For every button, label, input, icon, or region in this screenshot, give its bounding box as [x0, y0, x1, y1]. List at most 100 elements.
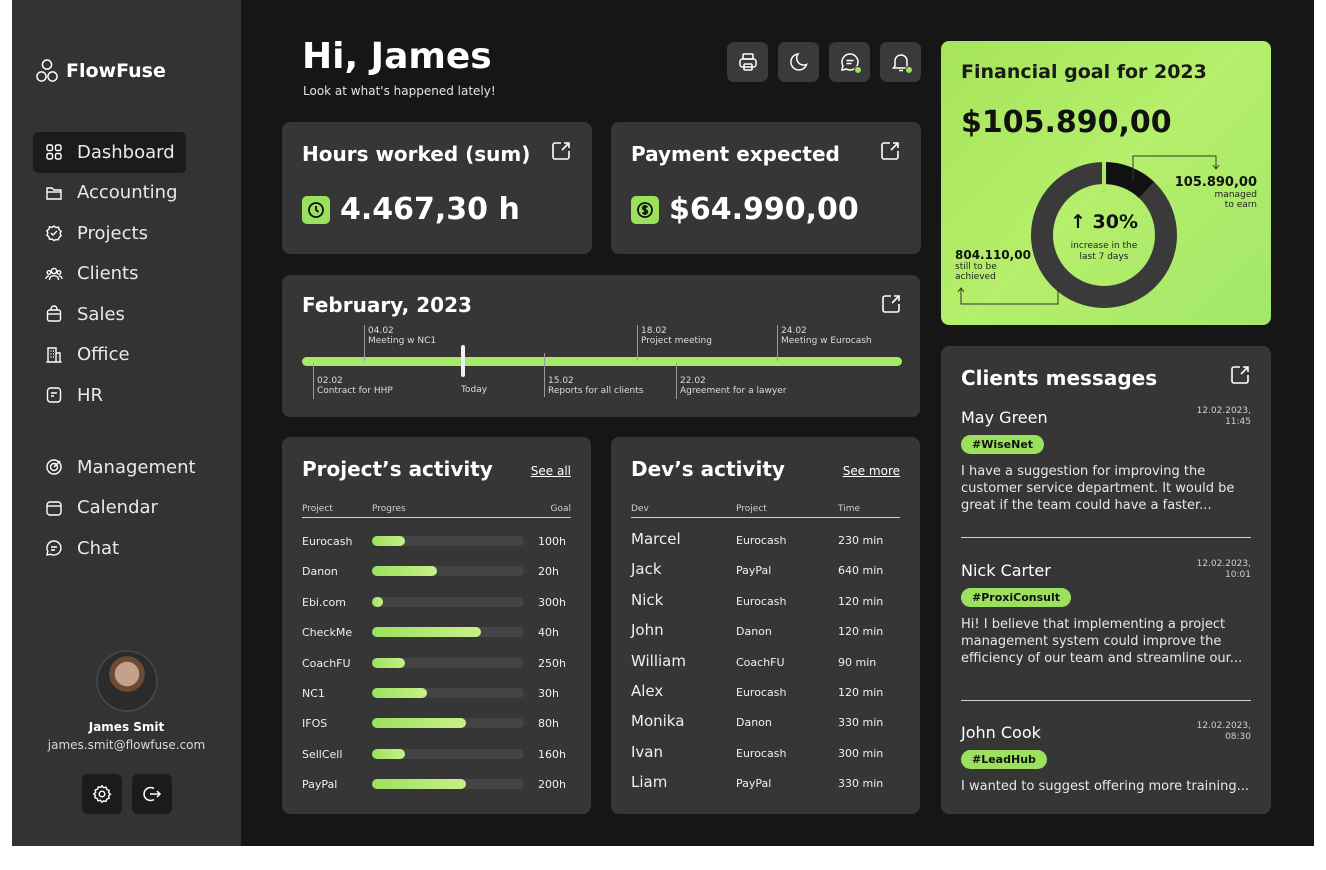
dev-project: CoachFU	[736, 655, 785, 669]
project-name: NC1	[302, 687, 325, 700]
table-header: Dev Project Time	[631, 504, 900, 518]
nav-item-chat[interactable]: Chat	[33, 528, 223, 569]
client-tag[interactable]: #ProxiConsult	[961, 588, 1071, 607]
timeline-title: February, 2023	[302, 293, 472, 317]
message-text: I have a suggestion for improving the cu…	[961, 464, 1235, 513]
external-link-icon[interactable]	[1229, 364, 1251, 386]
card-title: Dev’s activity	[631, 457, 785, 481]
nav-item-clients[interactable]: Clients	[33, 254, 223, 295]
external-link-icon[interactable]	[550, 140, 572, 162]
timeline-tick	[676, 363, 677, 399]
unread-dot	[854, 66, 862, 74]
dev-project: Eurocash	[736, 746, 787, 760]
progress-fill	[372, 688, 427, 698]
table-row[interactable]: Alex Eurocash 120 min	[631, 682, 900, 704]
progress-fill	[372, 657, 406, 668]
table-row[interactable]: Liam PayPal 330 min	[631, 773, 900, 795]
messages-button[interactable]	[829, 42, 870, 82]
card-title: Project’s activity	[302, 457, 493, 481]
nav-item-projects[interactable]: Projects	[33, 213, 223, 254]
dev-project: PayPal	[736, 777, 772, 791]
nav-label: Dashboard	[77, 141, 175, 163]
project-name: CheckMe	[302, 626, 353, 640]
nav-item-office[interactable]: Office	[33, 335, 223, 376]
nav-item-accounting[interactable]: Accounting	[33, 173, 223, 214]
dev-project: Danon	[736, 625, 772, 639]
table-row[interactable]: Nick Eurocash 120 min	[631, 591, 900, 613]
dev-name: John	[631, 621, 664, 640]
see-all-link[interactable]: See all	[530, 464, 571, 478]
nav-item-sales[interactable]: Sales	[33, 294, 223, 335]
table-row[interactable]: Marcel Eurocash 230 min	[631, 530, 900, 552]
project-name: Eurocash	[302, 535, 353, 548]
nav-item-hr[interactable]: HR	[33, 375, 223, 416]
goal-percent: ↑ 30%	[1069, 211, 1138, 233]
print-button[interactable]	[727, 42, 768, 82]
project-goal: 250h	[538, 656, 566, 670]
table-row[interactable]: Eurocash 100h	[302, 531, 571, 551]
progress-fill	[372, 779, 467, 790]
table-row[interactable]: SellCell 160h	[302, 744, 571, 764]
dev-project: Eurocash	[736, 686, 787, 699]
external-link-icon[interactable]	[879, 140, 901, 162]
timeline-tick	[364, 325, 365, 361]
project-goal: 100h	[538, 535, 566, 548]
timeline-event[interactable]: 22.02 Agreement for a lawyer	[680, 376, 787, 396]
project-name: IFOS	[302, 717, 328, 731]
message-text: Hi! I believe that implementing a projec…	[961, 617, 1243, 666]
divider	[961, 700, 1251, 701]
table-row[interactable]: IFOS 80h	[302, 713, 571, 733]
table-row[interactable]: CheckMe 40h	[302, 622, 571, 642]
progress-track	[372, 627, 524, 638]
table-row[interactable]: Ebi.com 300h	[302, 592, 571, 612]
client-tag[interactable]: #WiseNet	[961, 435, 1045, 454]
logout-button[interactable]	[131, 774, 172, 814]
project-name: Danon	[302, 565, 338, 579]
dark-mode-button[interactable]	[778, 42, 819, 82]
table-row[interactable]: Danon 20h	[302, 561, 571, 581]
table-row[interactable]: John Danon 120 min	[631, 621, 900, 643]
table-row[interactable]: Jack PayPal 640 min	[631, 560, 900, 582]
client-tag[interactable]: #LeadHub	[961, 750, 1047, 769]
payment-expected-card: Payment expected $64.990,00	[611, 122, 921, 254]
financial-goal-card: Financial goal for 2023 $105.890,00 ↑ 30…	[941, 41, 1271, 325]
today-marker[interactable]	[461, 345, 465, 377]
nav-item-management[interactable]: Management	[33, 447, 223, 488]
progress-track	[372, 718, 524, 729]
timeline-event[interactable]: 02.02 Contract for HHP	[317, 376, 393, 396]
dev-project: PayPal	[736, 564, 772, 578]
app-logo[interactable]: FlowFuse	[36, 58, 166, 84]
notifications-button[interactable]	[880, 42, 921, 82]
timeline-event[interactable]: 24.02 Meeting w Eurocash	[781, 326, 872, 346]
project-name: CoachFU	[302, 656, 351, 670]
progress-track	[372, 566, 524, 577]
message-icon	[840, 53, 859, 71]
nav-item-calendar[interactable]: Calendar	[33, 488, 223, 529]
timeline-event[interactable]: 04.02 Meeting w NC1	[368, 326, 437, 346]
timeline-event[interactable]: 18.02 Project meeting	[641, 326, 712, 346]
table-row[interactable]: CoachFU 250h	[302, 653, 571, 673]
table-row[interactable]: Monika Danon 330 min	[631, 712, 900, 734]
progress-fill	[372, 718, 467, 729]
project-goal: 300h	[538, 595, 566, 609]
table-row[interactable]: Ivan Eurocash 300 min	[631, 743, 900, 765]
settings-button[interactable]	[81, 774, 122, 814]
avatar[interactable]	[95, 650, 158, 712]
timeline-event[interactable]: 15.02 Reports for all clients	[548, 376, 644, 396]
card-title: Clients messages	[961, 366, 1158, 390]
app-name: FlowFuse	[66, 60, 166, 82]
message-date: 12.02.2023, 08:30	[1196, 721, 1251, 742]
external-link-icon[interactable]	[880, 293, 902, 315]
nav-label: Calendar	[77, 497, 158, 519]
id-card-icon	[46, 387, 62, 403]
table-row[interactable]: NC1 30h	[302, 683, 571, 703]
goal-donut-chart	[1031, 161, 1177, 308]
table-row[interactable]: PayPal 200h	[302, 774, 571, 794]
nav-label: Management	[77, 456, 196, 478]
see-more-link[interactable]: See more	[842, 464, 900, 478]
table-row[interactable]: William CoachFU 90 min	[631, 652, 900, 674]
project-goal: 40h	[538, 626, 559, 640]
card-title: Hours worked (sum)	[302, 142, 531, 166]
nav-item-dashboard[interactable]: Dashboard	[33, 132, 186, 173]
table-header: Project Progres Goal	[302, 504, 571, 518]
